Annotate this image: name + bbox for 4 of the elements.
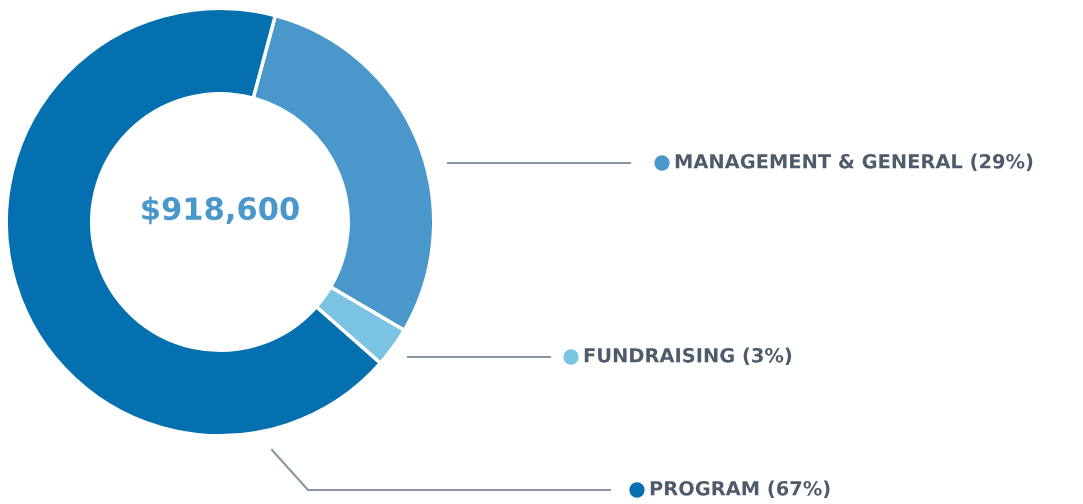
legend-label: FUNDRAISING (3%) <box>584 347 792 365</box>
legend-label: PROGRAM (67%) <box>650 480 830 498</box>
text: $918,600 <box>142 196 299 225</box>
legend-label: MANAGEMENT & GENERAL (29%) <box>675 153 1033 171</box>
